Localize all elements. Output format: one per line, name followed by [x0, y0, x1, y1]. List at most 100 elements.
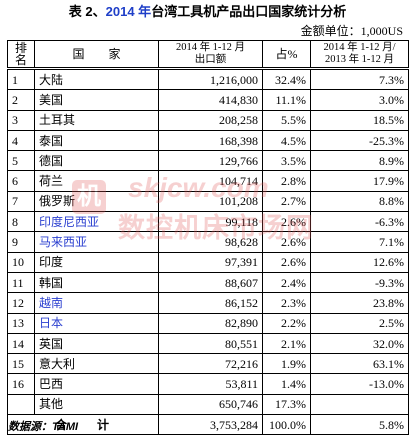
rank-cell: 1 [7, 67, 35, 91]
share-cell: 5.5% [262, 109, 311, 131]
header-rank-line-2: 名 [14, 53, 27, 67]
share-cell: 1.9% [262, 353, 311, 375]
table-row: 11 韩国 88,607 2.4% -9.3% [7, 271, 409, 294]
share-cell: 1.4% [262, 373, 311, 395]
export-value-cell: 168,398 [158, 129, 263, 152]
title-prefix: 表 2、 [68, 4, 106, 19]
share-cell: 32.4% [262, 67, 311, 91]
share-cell: 2.1% [262, 332, 311, 355]
rank-cell: 7 [7, 190, 35, 213]
share-cell: 2.7% [262, 190, 311, 213]
table-total-section: 合 计 3,753,284 100.0% 5.8% [7, 414, 409, 435]
export-value-cell: 98,628 [158, 231, 263, 253]
growth-cell: -25.3% [310, 129, 409, 152]
growth-cell: -9.3% [310, 271, 409, 294]
export-value-cell: 72,216 [158, 353, 263, 375]
table-body: 1 大陆 1,216,000 32.4% 7.3% 2 美国 414,830 11.1% 3.0%… [7, 67, 409, 416]
table-row: 1 大陆 1,216,000 32.4% 7.3% [7, 67, 409, 91]
total-label: 合 计 [7, 414, 159, 435]
table-row: 13 日本 82,890 2.2% 2.5% [7, 312, 409, 334]
country-cell: 荷兰 [34, 170, 159, 192]
rank-cell: 13 [7, 312, 35, 334]
share-cell: 2.6% [262, 211, 311, 233]
growth-cell: 2.5% [310, 312, 409, 334]
growth-cell: 63.1% [310, 353, 409, 375]
country-cell: 马来西亚 [34, 231, 159, 253]
share-cell: 2.2% [262, 312, 311, 334]
country-cell: 日本 [34, 312, 159, 334]
share-cell: 4.5% [262, 129, 311, 152]
total-share: 100.0% [262, 414, 311, 435]
header-country: 国 家 [34, 40, 159, 70]
total-growth: 5.8% [310, 414, 409, 435]
country-cell: 德国 [34, 150, 159, 172]
export-value-cell: 650,746 [158, 393, 263, 416]
table-row: 12 越南 86,152 2.3% 23.8% [7, 292, 409, 314]
share-cell: 17.3% [262, 393, 311, 416]
header-growth-line-1: 2014 年 1-12 月/ [323, 42, 396, 53]
rank-cell: 2 [7, 89, 35, 111]
share-cell: 11.1% [262, 89, 311, 111]
export-value-cell: 101,208 [158, 190, 263, 213]
rank-cell [7, 393, 35, 416]
rank-cell: 3 [7, 109, 35, 131]
export-value-cell: 86,152 [158, 292, 263, 314]
country-cell: 土耳其 [34, 109, 159, 131]
table-row: 15 意大利 72,216 1.9% 63.1% [7, 353, 409, 375]
table-row: 2 美国 414,830 11.1% 3.0% [7, 89, 409, 111]
export-statistics-table: 排 名 国 家 2014 年 1-12 月 出口额 占% 2014 年 1-12… [7, 40, 409, 435]
rank-cell: 15 [7, 353, 35, 375]
table-title: 表 2、2014 年台湾工具机产品出口国家统计分析 [0, 4, 415, 20]
header-row: 排 名 国 家 2014 年 1-12 月 出口额 占% 2014 年 1-12… [7, 40, 409, 70]
share-cell: 2.6% [262, 231, 311, 253]
share-cell: 2.8% [262, 170, 311, 192]
table-row: 16 巴西 53,811 1.4% -13.0% [7, 373, 409, 395]
growth-cell: 12.6% [310, 251, 409, 273]
header-rank-line-1: 排 [14, 41, 27, 55]
total-export: 3,753,284 [158, 414, 263, 435]
country-cell: 越南 [34, 292, 159, 314]
growth-cell: 23.8% [310, 292, 409, 314]
export-value-cell: 53,811 [158, 373, 263, 395]
data-source: 数据源：TAMI [8, 421, 79, 433]
export-value-cell: 1,216,000 [158, 67, 263, 91]
title-rest: 台湾工具机产品出口国家统计分析 [151, 4, 347, 19]
header-export-line-2: 出口额 [194, 54, 227, 65]
country-cell: 英国 [34, 332, 159, 355]
country-cell: 韩国 [34, 271, 159, 294]
share-cell: 3.5% [262, 150, 311, 172]
rank-cell: 14 [7, 332, 35, 355]
rank-cell: 9 [7, 231, 35, 253]
export-value-cell: 88,607 [158, 271, 263, 294]
share-cell: 2.6% [262, 251, 311, 273]
table-row: 6 荷兰 104,714 2.8% 17.9% [7, 170, 409, 192]
country-cell: 泰国 [34, 129, 159, 152]
growth-cell: 7.1% [310, 231, 409, 253]
country-cell: 美国 [34, 89, 159, 111]
growth-cell: 18.5% [310, 109, 409, 131]
title-year: 2014 年 [105, 4, 152, 19]
table-row: 其他 650,746 17.3% [7, 393, 409, 416]
growth-cell: -13.0% [310, 373, 409, 395]
growth-cell [310, 393, 409, 416]
country-cell: 巴西 [34, 373, 159, 395]
header-growth-line-2: 2013 年 1-12 月 [324, 54, 395, 65]
rank-cell: 10 [7, 251, 35, 273]
growth-cell: 8.9% [310, 150, 409, 172]
total-row: 合 计 3,753,284 100.0% 5.8% [7, 414, 409, 435]
rank-cell: 16 [7, 373, 35, 395]
growth-cell: 3.0% [310, 89, 409, 111]
unit-label: 金额单位：1,000US [300, 24, 403, 38]
export-value-cell: 129,766 [158, 150, 263, 172]
share-cell: 2.4% [262, 271, 311, 294]
header-rank: 排 名 [7, 40, 35, 70]
header-export: 2014 年 1-12 月 出口额 [158, 40, 263, 70]
country-cell: 大陆 [34, 67, 159, 91]
export-value-cell: 82,890 [158, 312, 263, 334]
export-value-cell: 104,714 [158, 170, 263, 192]
growth-cell: 32.0% [310, 332, 409, 355]
rank-cell: 5 [7, 150, 35, 172]
table-row: 3 土耳其 208,258 5.5% 18.5% [7, 109, 409, 131]
rank-cell: 11 [7, 271, 35, 294]
table-row: 10 印度 97,391 2.6% 12.6% [7, 251, 409, 273]
